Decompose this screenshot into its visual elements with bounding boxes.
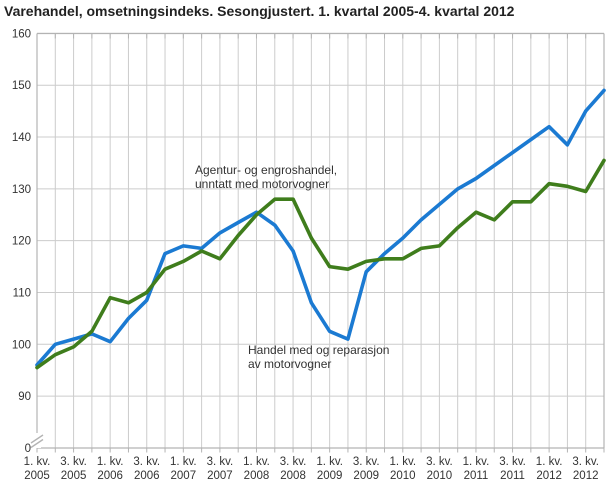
tick-label: 3. kv.: [60, 456, 87, 468]
tick-label: 3. kv.: [426, 456, 453, 468]
tick-label: 110: [13, 287, 31, 299]
tick-label: 2007: [171, 470, 197, 482]
tick-label: 3. kv.: [353, 456, 380, 468]
annotation-line: av motorvogner: [248, 357, 332, 371]
tick-label: 2006: [97, 470, 123, 482]
tick-label: 130: [12, 184, 31, 196]
tick-label: 2010: [390, 470, 416, 482]
tick-label: 2005: [61, 470, 87, 482]
annotation-line: Agentur- og engroshandel,: [195, 163, 338, 177]
tick-label: 2007: [207, 470, 233, 482]
gridlines: [36, 32, 605, 448]
tick-label: 3. kv.: [499, 456, 526, 468]
tick-label: 1. kv.: [389, 456, 416, 468]
series-line-motorvogner: [35, 158, 606, 370]
tick-label: 3. kv.: [133, 456, 160, 468]
tick-label: 1. kv.: [24, 456, 51, 468]
tick-label: 1. kv.: [243, 456, 270, 468]
annotation-line: Handel med og reparasjon: [248, 343, 390, 357]
plot-frame: [36, 32, 605, 449]
tick-label: 2010: [427, 470, 453, 482]
tick-label: 160: [12, 28, 31, 40]
chart-title: Varehandel, omsetningsindeks. Sesongjust…: [4, 3, 515, 19]
tick-label: 2005: [24, 470, 50, 482]
tick-label: 1. kv.: [463, 456, 490, 468]
tick-label: 2008: [244, 470, 270, 482]
tick-label: 2008: [280, 470, 306, 482]
annotation-agentur-series-label: Agentur- og engroshandel, unntatt med mo…: [195, 163, 337, 191]
series-lines: [35, 88, 606, 370]
axis-break-icon: [30, 433, 44, 449]
y-axis-labels: 0 90 100 110 120 130 140 150 160: [12, 28, 31, 455]
tick-label: 2012: [573, 470, 599, 482]
tick-label: 3. kv.: [207, 456, 234, 468]
tick-label: 140: [12, 132, 31, 144]
tick-label: 1. kv.: [97, 456, 124, 468]
tick-label: 1. kv.: [316, 456, 343, 468]
tick-label: 2011: [464, 470, 489, 482]
tick-label: 0: [25, 443, 31, 455]
tick-label: 2009: [317, 470, 343, 482]
annotation-motor-series-label: Handel med og reparasjon av motorvogner: [248, 343, 389, 371]
tick-label: 150: [12, 80, 31, 92]
annotation-line: unntatt med motorvogner: [195, 177, 330, 191]
tick-label: 90: [18, 391, 31, 403]
tick-label: 2011: [500, 470, 525, 482]
tick-label: 1. kv.: [170, 456, 197, 468]
tick-label: 3. kv.: [280, 456, 307, 468]
tick-label: 2012: [536, 470, 562, 482]
tick-label: 120: [12, 236, 31, 248]
tick-label: 2009: [353, 470, 379, 482]
tick-label: 3. kv.: [572, 456, 599, 468]
tick-label: 1. kv.: [536, 456, 563, 468]
axis-ticks: [36, 33, 605, 453]
x-axis-labels: 1. kv. 2005 3. kv. 2005 1. kv. 2006 3. kv. 2006…: [24, 456, 599, 482]
tick-label: 100: [12, 339, 31, 351]
series-line-agentur: [35, 88, 606, 367]
tick-label: 2006: [134, 470, 160, 482]
